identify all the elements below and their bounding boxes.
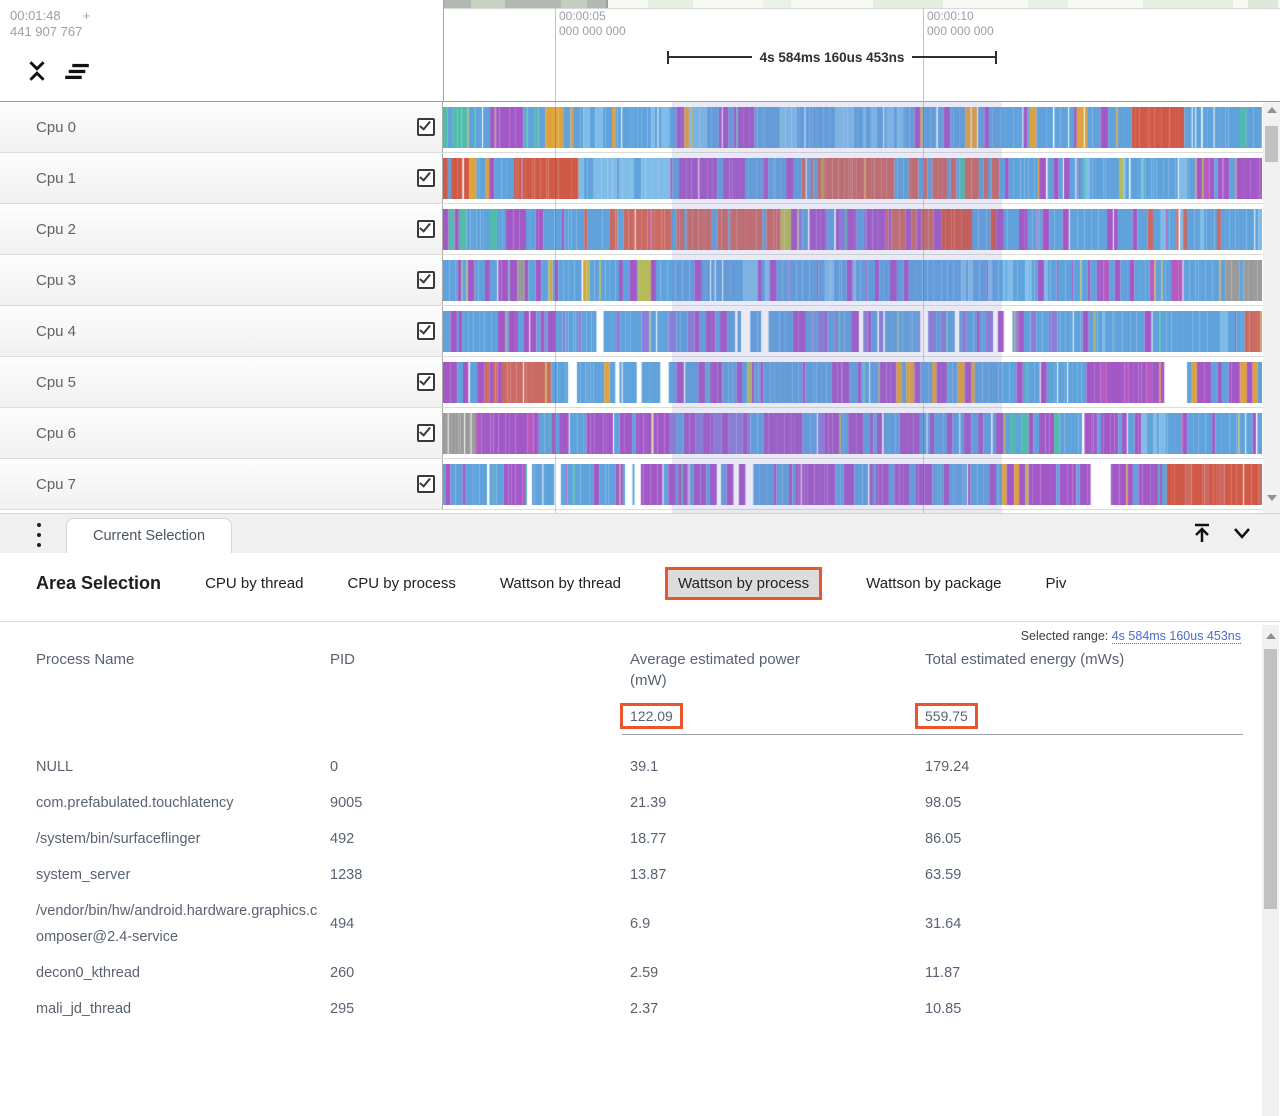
cpu7-slices[interactable]	[443, 464, 1262, 505]
track-row-cpu7: Cpu 7	[0, 459, 1280, 510]
cpu2-checkbox[interactable]	[417, 220, 435, 238]
cpu3-slices[interactable]	[443, 260, 1262, 301]
track-row-cpu4: Cpu 4	[0, 306, 1280, 357]
track-name-cpu2[interactable]: Cpu 2	[0, 204, 443, 254]
gridline-5s	[555, 8, 556, 101]
tick-label-5s: 00:00:05 000 000 000	[559, 9, 626, 38]
cpu0-slices[interactable]	[443, 107, 1262, 148]
selected-range: Selected range: 4s 584ms 160us 453ns	[1020, 629, 1241, 644]
selected-range-link[interactable]: 4s 584ms 160us 453ns	[1111, 629, 1241, 644]
table-row: system_server 1238 13.87 63.59	[36, 867, 962, 883]
tab-wattson-by-package[interactable]: Wattson by package	[866, 575, 1002, 592]
panel-title: Area Selection	[36, 573, 162, 593]
table-row: /vendor/bin/hw/android.hardware.graphics…	[36, 903, 962, 945]
cpu5-slices[interactable]	[443, 362, 1262, 403]
table-row: decon0_kthread 260 2.59 11.87	[36, 965, 961, 981]
details-panel: Area Selection CPU by thread CPU by proc…	[0, 553, 1280, 1116]
table-row: mali_jd_thread 295 2.37 10.85	[36, 1001, 962, 1017]
track-name-cpu0[interactable]: Cpu 0	[0, 102, 443, 152]
track-name-cpu3[interactable]: Cpu 3	[0, 255, 443, 305]
totals-row: 122.09 559.75	[36, 701, 1243, 731]
trace-overview-minimap[interactable]	[443, 0, 1280, 9]
tab-options-kebab-icon[interactable]	[34, 523, 44, 547]
cpu-track-list: Cpu 0 Cpu 1 Cpu 2 Cpu 3 Cpu 4 Cpu 5 Cpu …	[0, 102, 1280, 513]
plus-sign: +	[82, 8, 91, 23]
collapse-panel-chevron-icon[interactable]	[1230, 521, 1254, 545]
track-name-cpu5[interactable]: Cpu 5	[0, 357, 443, 407]
cpu3-checkbox[interactable]	[417, 271, 435, 289]
details-scroll-up-arrow[interactable]	[1266, 633, 1276, 639]
cpu6-slices[interactable]	[443, 413, 1262, 454]
gridline-10s	[923, 8, 924, 101]
tracks-scrollbar-thumb[interactable]	[1265, 126, 1278, 162]
table-row: /system/bin/surfaceflinger 492 18.77 86.05	[36, 831, 962, 847]
cpu2-slices[interactable]	[443, 209, 1262, 250]
track-row-cpu5: Cpu 5	[0, 357, 1280, 408]
total-energy-highlighted: 559.75	[915, 703, 978, 729]
gridline-5s-tracks	[555, 102, 556, 513]
expand-panel-up-icon[interactable]	[1190, 521, 1214, 545]
total-avg-power-highlighted: 122.09	[620, 703, 683, 729]
scroll-down-arrow[interactable]	[1267, 495, 1277, 501]
tab-wattson-by-process[interactable]: Wattson by process	[665, 567, 823, 600]
selection-span-bracket: 4s 584ms 160us 453ns	[667, 49, 997, 65]
totals-underline	[36, 734, 1243, 735]
track-row-cpu3: Cpu 3	[0, 255, 1280, 306]
tab-pivot-truncated[interactable]: Piv	[1045, 575, 1067, 592]
track-row-cpu1: Cpu 1	[0, 153, 1280, 204]
tab-cpu-by-process[interactable]: CPU by process	[347, 575, 456, 592]
scroll-up-arrow[interactable]	[1267, 107, 1277, 113]
track-row-cpu6: Cpu 6	[0, 408, 1280, 459]
viewport-offset: 441 907 767	[10, 24, 83, 39]
track-panel-divider	[443, 0, 444, 102]
track-name-cpu4[interactable]: Cpu 4	[0, 306, 443, 356]
track-name-cpu1[interactable]: Cpu 1	[0, 153, 443, 203]
track-row-cpu2: Cpu 2	[0, 204, 1280, 255]
table-row: com.prefabulated.touchlatency 9005 21.39 9…	[36, 795, 962, 811]
cpu7-checkbox[interactable]	[417, 475, 435, 493]
details-scrollbar-thumb[interactable]	[1264, 649, 1277, 909]
cpu1-slices[interactable]	[443, 158, 1262, 199]
tab-wattson-by-thread[interactable]: Wattson by thread	[499, 575, 621, 592]
collapse-tracks-icon[interactable]	[26, 58, 50, 84]
tab-cpu-by-thread[interactable]: CPU by thread	[205, 575, 304, 592]
selection-tab-bar: Current Selection	[0, 513, 1280, 553]
table-row: NULL 0 39.1 179.24	[36, 759, 970, 775]
timeline-ruler: 00:01:48 + 441 907 767 00:00:05 000 000 00…	[0, 0, 1280, 102]
tracks-scrollbar[interactable]	[1263, 102, 1280, 513]
col-header-avg-power: Average estimated power (mW)	[630, 651, 800, 689]
viewport-timestamp: 00:01:48 + 441 907 767	[10, 8, 90, 40]
cpu5-checkbox[interactable]	[417, 373, 435, 391]
cpu0-checkbox[interactable]	[417, 118, 435, 136]
col-header-pid: PID	[330, 651, 356, 668]
col-header-total-energy: Total estimated energy (mWs)	[925, 651, 1125, 668]
wattson-process-table: Process Name PID Average estimated power…	[36, 649, 1243, 1027]
cpu6-checkbox[interactable]	[417, 424, 435, 442]
cpu4-checkbox[interactable]	[417, 322, 435, 340]
viewport-time: 00:01:48	[10, 8, 61, 23]
gridline-10s-tracks	[923, 102, 924, 513]
panel-divider	[0, 621, 1280, 622]
track-name-cpu7[interactable]: Cpu 7	[0, 459, 443, 509]
cpu1-checkbox[interactable]	[417, 169, 435, 187]
tick-label-10s: 00:00:10 000 000 000	[927, 9, 994, 38]
table-header-row: Process Name PID Average estimated power…	[36, 649, 1243, 691]
tab-current-selection[interactable]: Current Selection	[66, 518, 233, 553]
col-header-process-name: Process Name	[36, 651, 135, 668]
clear-all-icon[interactable]	[64, 58, 89, 84]
track-name-cpu6[interactable]: Cpu 6	[0, 408, 443, 458]
details-scrollbar[interactable]	[1262, 625, 1279, 1116]
cpu4-slices[interactable]	[443, 311, 1262, 352]
track-row-cpu0: Cpu 0	[0, 102, 1280, 153]
selection-span-label: 4s 584ms 160us 453ns	[759, 49, 905, 65]
